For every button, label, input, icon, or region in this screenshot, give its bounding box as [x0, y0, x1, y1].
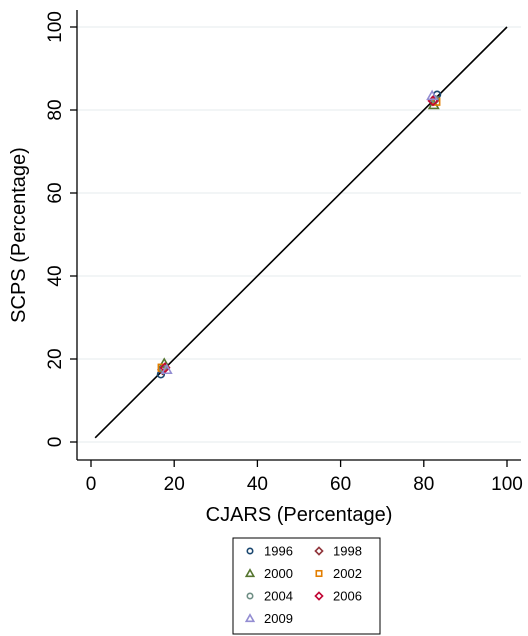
legend-marker-2006 — [314, 591, 324, 601]
legend-label-1998: 1998 — [333, 544, 362, 559]
x-tick-label-100: 100 — [491, 474, 523, 495]
x-axis-title: CJARS (Percentage) — [206, 504, 393, 526]
legend-label-2006: 2006 — [333, 589, 362, 604]
legend-marker-2004 — [246, 592, 254, 600]
y-tick-label-40: 40 — [45, 265, 66, 286]
legend-marker-2009 — [244, 613, 256, 623]
y-tick-label-60: 60 — [45, 182, 66, 203]
legend-label-2004: 2004 — [264, 589, 293, 604]
x-tick-label-60: 60 — [330, 474, 351, 495]
grid-lines — [77, 26, 521, 443]
legend-marker-2000 — [244, 568, 256, 578]
legend-marker-2002 — [315, 569, 323, 578]
legend-label-2000: 2000 — [264, 566, 293, 581]
y-tick-label-20: 20 — [45, 348, 66, 369]
data-points — [156, 89, 442, 379]
y-axis-ticks: 0 20 40 60 80 100 — [45, 11, 77, 447]
legend-box — [232, 537, 381, 635]
legend-label-2009: 2009 — [264, 611, 293, 626]
legend-label-2002: 2002 — [333, 566, 362, 581]
legend: 1996 1998 2000 2002 2004 2006 2009 — [244, 544, 362, 626]
x-tick-label-80: 80 — [413, 474, 434, 495]
x-axis-ticks: 0 20 40 60 80 100 — [86, 460, 523, 495]
legend-marker-1996 — [246, 547, 254, 555]
y-tick-label-80: 80 — [45, 99, 66, 120]
point-2009-1 — [426, 89, 439, 101]
point-2000-0 — [158, 357, 171, 368]
x-tick-label-0: 0 — [86, 474, 97, 495]
x-tick-label-40: 40 — [247, 474, 268, 495]
x-tick-label-20: 20 — [164, 474, 185, 495]
y-axis-title: SCPS (Percentage) — [8, 147, 30, 323]
point-2009-0 — [160, 363, 173, 375]
y-tick-label-0: 0 — [45, 437, 66, 448]
legend-marker-1998 — [314, 546, 324, 556]
y-tick-label-100: 100 — [45, 11, 66, 43]
legend-label-1996: 1996 — [264, 544, 293, 559]
